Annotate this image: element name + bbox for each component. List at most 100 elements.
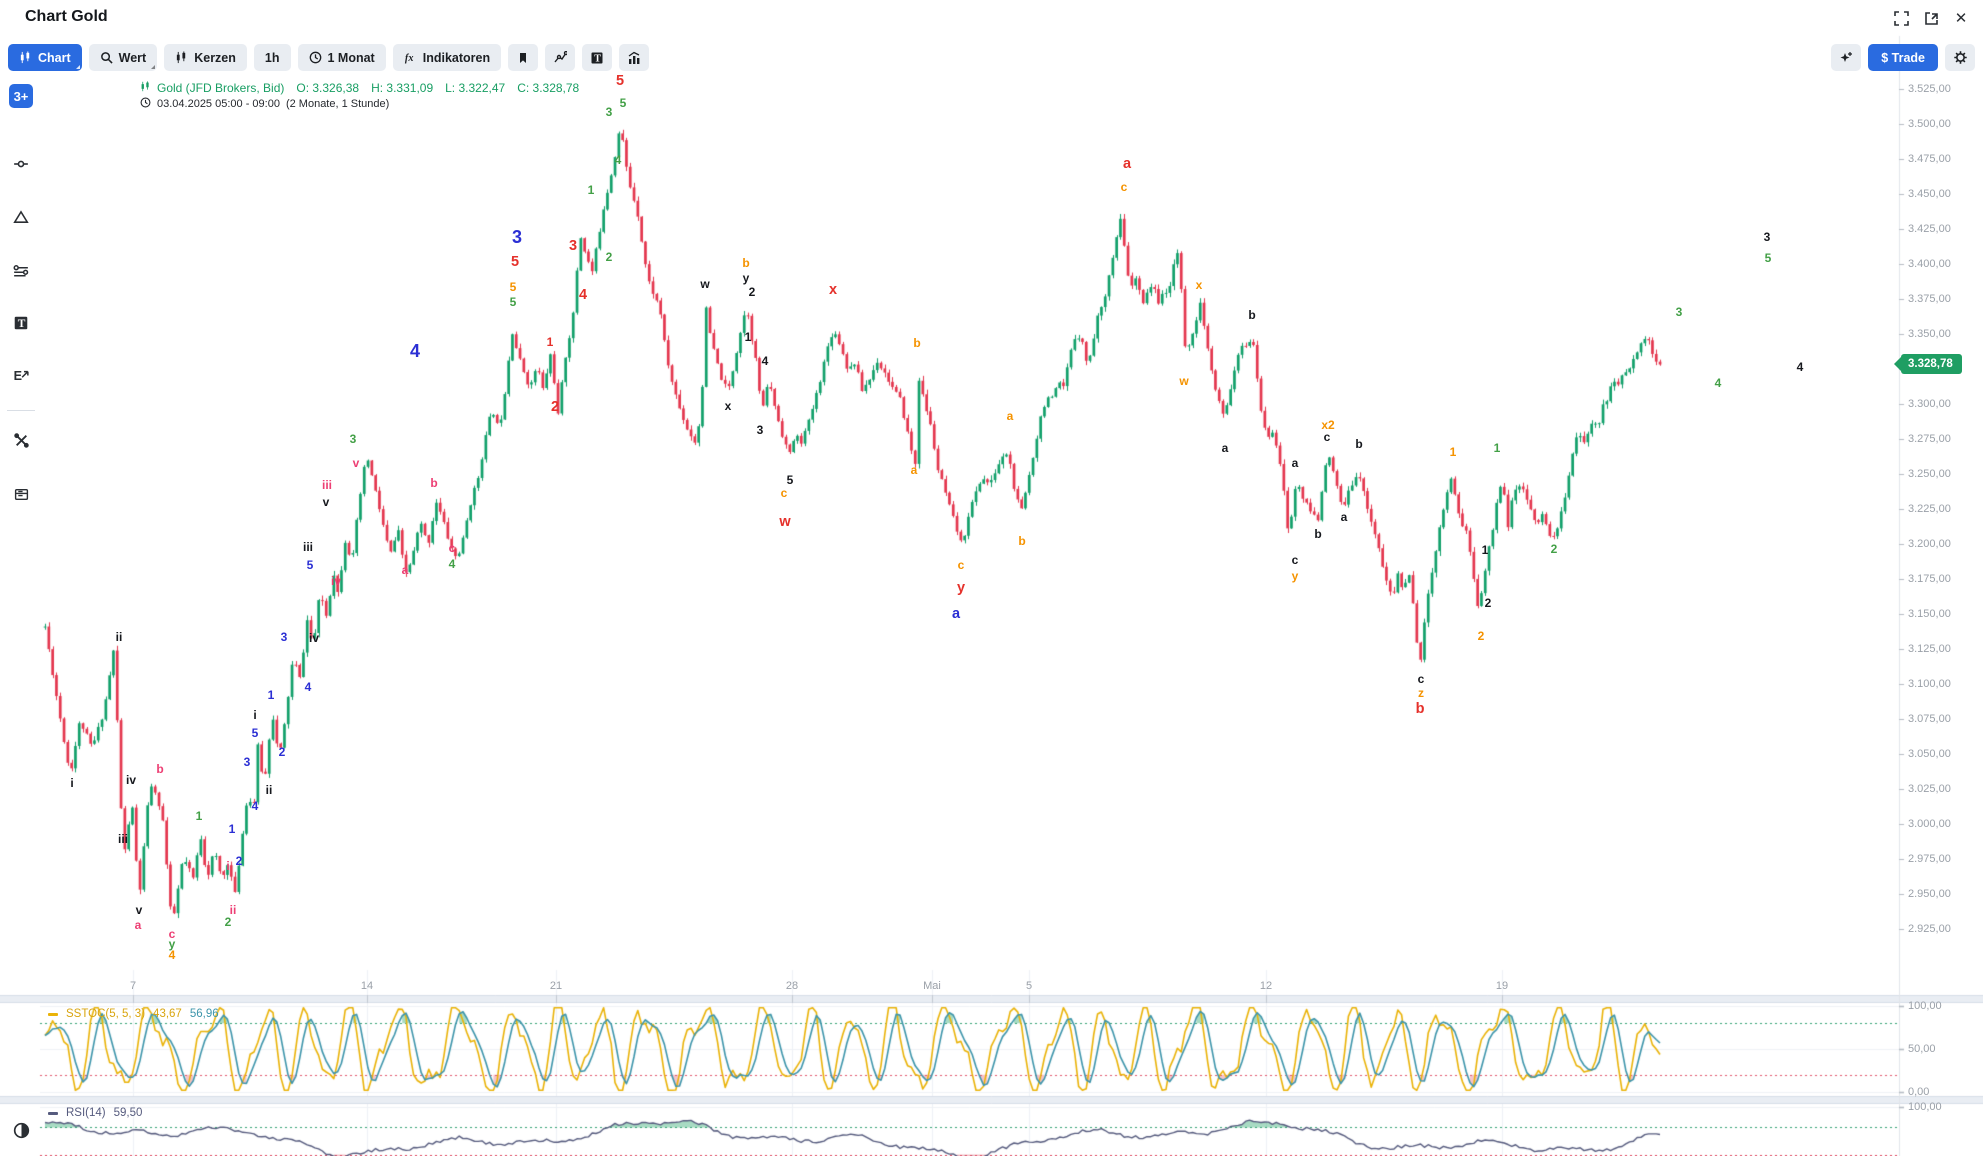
wave-label-c[interactable]: c <box>780 486 788 500</box>
wave-label-a[interactable]: a <box>1221 441 1229 455</box>
wave-label-1[interactable]: 1 <box>195 809 203 823</box>
wave-label-c[interactable]: c <box>957 558 965 572</box>
wave-label-c[interactable]: c <box>1291 553 1299 567</box>
bookmark-icon[interactable] <box>508 44 539 71</box>
wave-label-b[interactable]: b <box>1018 534 1026 548</box>
wave-label-1[interactable]: 1 <box>587 183 595 197</box>
wave-label-iv[interactable]: iv <box>330 574 342 588</box>
wave-label-4[interactable]: 4 <box>251 799 259 813</box>
compare-icon[interactable] <box>545 44 576 71</box>
wave-label-2[interactable]: 2 <box>550 398 560 415</box>
wave-label-b[interactable]: b <box>1415 700 1425 717</box>
wave-label-b[interactable]: b <box>156 762 164 776</box>
wave-label-4[interactable]: 4 <box>761 354 769 368</box>
wave-label-2[interactable]: 2 <box>235 854 243 868</box>
wave-label-1[interactable]: 1 <box>1493 441 1501 455</box>
wave-label-y[interactable]: y <box>1291 569 1299 583</box>
wave-label-w[interactable]: w <box>779 513 791 530</box>
wave-label-i[interactable]: i <box>70 776 74 790</box>
tool-text-tool-icon[interactable]: T <box>9 311 33 335</box>
wave-label-a[interactable]: a <box>910 463 918 477</box>
theme-contrast-icon[interactable] <box>9 1118 33 1142</box>
fullscreen-icon[interactable] <box>1892 9 1910 27</box>
wave-label-2[interactable]: 2 <box>1550 542 1558 556</box>
wave-label-4[interactable]: 4 <box>1796 360 1804 374</box>
tool-layout-icon[interactable] <box>9 482 33 506</box>
chart-mix-icon[interactable] <box>619 44 650 71</box>
wave-label-a[interactable]: a <box>1291 456 1299 470</box>
wave-label-c[interactable]: c <box>1120 180 1128 194</box>
toolbar-button-range[interactable]: 1 Monat <box>297 44 386 71</box>
wave-label-ii[interactable]: ii <box>115 630 123 644</box>
wave-label-3[interactable]: 3 <box>1763 230 1771 244</box>
tool-wrench-icon[interactable] <box>9 428 33 452</box>
wave-label-3[interactable]: 3 <box>1675 305 1683 319</box>
wave-label-w[interactable]: w <box>700 277 710 291</box>
toolbar-button-indikatoren[interactable]: fx Indikatoren <box>392 44 502 71</box>
wave-label-3[interactable]: 3 <box>568 237 578 254</box>
wave-label-5[interactable]: 5 <box>509 280 517 294</box>
wave-label-a[interactable]: a <box>951 605 961 622</box>
wave-label-a[interactable]: a <box>134 918 142 932</box>
wave-label-c[interactable]: c <box>1323 430 1331 444</box>
wave-label-x[interactable]: x <box>1195 278 1203 292</box>
wave-label-b[interactable]: b <box>1355 437 1363 451</box>
toolbar-button-chart[interactable]: Chart <box>8 44 82 71</box>
tool-strategy-icon[interactable] <box>9 258 33 282</box>
wave-label-b[interactable]: b <box>742 256 750 270</box>
tool-elliott-icon[interactable]: E <box>9 363 33 387</box>
wave-label-5[interactable]: 5 <box>615 72 625 89</box>
sparkle-icon[interactable] <box>1831 44 1862 71</box>
rsi-indicator-legend[interactable]: RSI(14) 59,50 <box>48 1107 142 1119</box>
wave-label-v[interactable]: v <box>322 495 330 509</box>
wave-label-3[interactable]: 3 <box>605 105 613 119</box>
wave-label-y[interactable]: y <box>956 579 966 596</box>
wave-label-iv[interactable]: iv <box>125 773 137 787</box>
wave-label-a[interactable]: a <box>1340 510 1348 524</box>
sstoc-indicator-legend[interactable]: SSTOC(5, 5, 3) 43,67 56,96 <box>48 1008 219 1020</box>
wave-label-y[interactable]: y <box>742 271 750 285</box>
wave-label-b[interactable]: b <box>1248 308 1256 322</box>
wave-label-3[interactable]: 3 <box>243 755 251 769</box>
wave-label-x2[interactable]: x2 <box>1321 418 1335 432</box>
wave-label-iii[interactable]: iii <box>321 478 333 492</box>
wave-label-a[interactable]: a <box>1122 155 1132 172</box>
wave-label-v[interactable]: v <box>135 903 143 917</box>
wave-label-iv[interactable]: iv <box>308 631 320 645</box>
wave-label-1[interactable]: 1 <box>1481 543 1489 557</box>
wave-label-4[interactable]: 4 <box>578 286 588 303</box>
tool-triangle-icon[interactable] <box>9 205 33 229</box>
wave-label-1[interactable]: 1 <box>267 688 275 702</box>
open-window-icon[interactable] <box>1922 9 1940 27</box>
wave-label-2[interactable]: 2 <box>224 915 232 929</box>
wave-label-3[interactable]: 3 <box>756 423 764 437</box>
wave-label-i[interactable]: i <box>253 708 257 722</box>
wave-label-1[interactable]: 1 <box>744 330 752 344</box>
wave-label-1[interactable]: 1 <box>1449 445 1457 459</box>
wave-label-4[interactable]: 4 <box>304 680 312 694</box>
close-icon[interactable]: ✕ <box>1954 10 1968 27</box>
wave-label-4[interactable]: 4 <box>409 341 421 361</box>
wave-label-3[interactable]: 3 <box>280 630 288 644</box>
wave-label-2[interactable]: 2 <box>1477 629 1485 643</box>
wave-label-2[interactable]: 2 <box>748 285 756 299</box>
wave-label-5[interactable]: 5 <box>619 96 627 110</box>
toolbar-button-kerzen[interactable]: Kerzen <box>164 44 247 71</box>
trade-button[interactable]: $ Trade <box>1868 44 1938 71</box>
wave-label-iii[interactable]: iii <box>117 832 129 846</box>
wave-label-2[interactable]: 2 <box>1484 596 1492 610</box>
tool-measure-icon[interactable] <box>9 152 33 176</box>
wave-label-3[interactable]: 3 <box>349 432 357 446</box>
wave-label-w[interactable]: w <box>1179 374 1189 388</box>
logo-3plus-icon[interactable]: 3+ <box>9 84 33 108</box>
wave-label-5[interactable]: 5 <box>510 253 520 270</box>
wave-label-4[interactable]: 4 <box>1714 376 1722 390</box>
wave-label-i[interactable]: i <box>226 859 230 873</box>
wave-label-5[interactable]: 5 <box>509 295 517 309</box>
wave-label-x[interactable]: x <box>724 399 732 413</box>
wave-label-5[interactable]: 5 <box>1764 251 1772 265</box>
wave-label-c[interactable]: c <box>448 541 456 555</box>
wave-label-4[interactable]: 4 <box>448 557 456 571</box>
wave-label-2[interactable]: 2 <box>605 250 613 264</box>
toolbar-button-interval[interactable]: 1h <box>253 44 291 71</box>
